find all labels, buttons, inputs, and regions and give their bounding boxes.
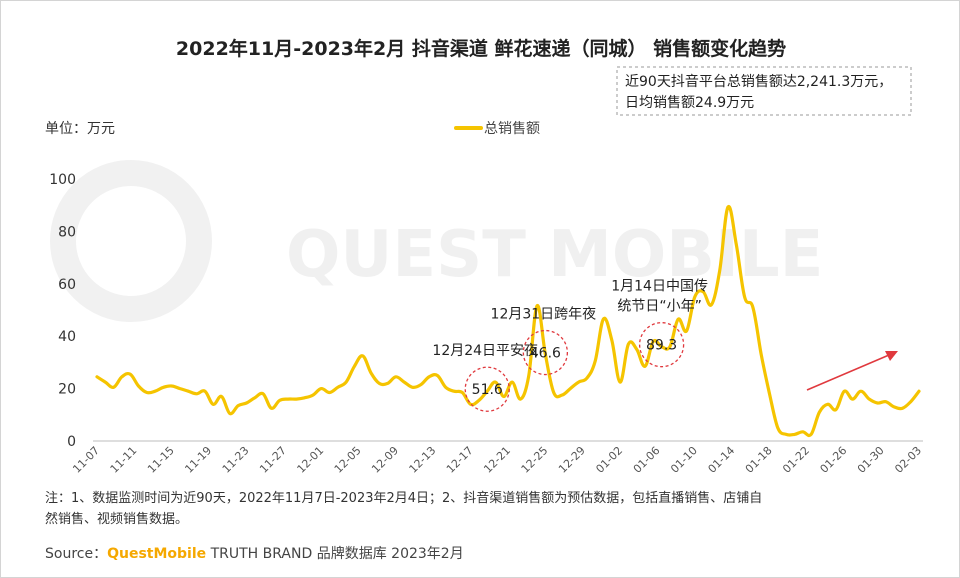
x-tick-label: 12-09 xyxy=(369,444,401,476)
x-tick-label: 12-29 xyxy=(556,444,588,476)
y-tick-label: 60 xyxy=(58,277,76,293)
peak-marker-circle xyxy=(638,322,685,368)
x-tick-label: 01-02 xyxy=(593,444,625,476)
x-tick-label: 12-17 xyxy=(444,444,476,476)
x-tick-label: 01-06 xyxy=(631,444,663,476)
peak-annotation-label: 统节日“小年” xyxy=(617,299,702,315)
x-tick-label: 12-25 xyxy=(519,444,551,476)
footnote-line1: 注：1、数据监测时间为近90天，2022年11月7日-2023年2月4日；2、抖… xyxy=(45,490,762,506)
y-tick-label: 20 xyxy=(58,382,76,398)
peak-marker-circle xyxy=(522,329,569,376)
x-tick-label: 12-13 xyxy=(407,444,439,476)
watermark-logo-icon xyxy=(50,160,212,322)
x-tick-label: 01-10 xyxy=(668,444,700,476)
footnote-line2: 然销售、视频销售数据。 xyxy=(45,511,188,527)
y-tick-label: 0 xyxy=(67,434,76,450)
x-tick-label: 11-23 xyxy=(220,444,252,476)
y-axis-unit-label: 单位：万元 xyxy=(45,121,115,137)
summary-callout-box xyxy=(616,66,912,116)
peak-annotation-label: 12月31日跨年夜 xyxy=(491,307,597,323)
x-tick-label: 01-26 xyxy=(818,444,850,476)
trend-arrow-head-icon xyxy=(885,351,898,361)
x-tick-label: 01-14 xyxy=(706,444,738,476)
x-tick-label: 12-05 xyxy=(332,444,364,476)
summary-callout: 近90天抖音平台总销售额达2,241.3万元， 日均销售额24.9万元 xyxy=(616,66,912,116)
x-tick-label: 02-03 xyxy=(892,444,924,476)
trend-arrow-line xyxy=(806,354,890,391)
peak-value-label: 89.3 xyxy=(646,338,677,354)
source-brand: QuestMobile xyxy=(107,546,206,562)
source-line: Source：QuestMobile TRUTH BRAND 品牌数据库 202… xyxy=(45,545,464,562)
y-tick-label: 80 xyxy=(58,224,76,240)
legend: 总销售额 xyxy=(454,121,540,137)
peak-annotation-label: 1月14日中国传 xyxy=(611,279,708,295)
x-tick-label: 11-27 xyxy=(257,444,289,476)
summary-callout-line1: 近90天抖音平台总销售额达2,241.3万元， xyxy=(625,73,892,90)
y-axis: 0 20 40 60 80 100 xyxy=(49,172,76,450)
x-tick-label: 12-21 xyxy=(481,444,513,476)
x-tick-label: 01-30 xyxy=(855,444,887,476)
peak-value-label: 51.6 xyxy=(472,382,503,398)
x-axis: 11-07 11-11 11-15 11-19 11-23 11-27 12-01 12-05… xyxy=(70,440,924,476)
trend-arrow xyxy=(806,351,898,391)
y-tick-label: 100 xyxy=(49,172,76,188)
peak-value-label: 46.6 xyxy=(530,346,561,362)
peak-marker-circle xyxy=(464,366,510,412)
x-tick-label: 11-15 xyxy=(145,444,177,476)
y-tick-label: 40 xyxy=(58,329,76,345)
source-prefix: Source： xyxy=(45,546,107,562)
x-tick-label: 11-11 xyxy=(108,444,140,476)
peak-annotation-label: 12月24日平安夜 xyxy=(432,343,538,359)
chart-title: 2022年11月-2023年2月 抖音渠道 鲜花速递（同城） 销售额变化趋势 xyxy=(176,37,786,60)
legend-label: 总销售额 xyxy=(484,121,540,137)
source-suffix: TRUTH BRAND 品牌数据库 2023年2月 xyxy=(206,545,464,562)
x-tick-label: 11-19 xyxy=(182,444,214,476)
summary-callout-line2: 日均销售额24.9万元 xyxy=(625,95,754,111)
x-tick-label: 01-22 xyxy=(780,444,812,476)
x-tick-label: 01-18 xyxy=(743,444,775,476)
x-tick-label: 12-01 xyxy=(295,444,327,476)
watermark: QUEST MOBILE xyxy=(50,160,823,322)
